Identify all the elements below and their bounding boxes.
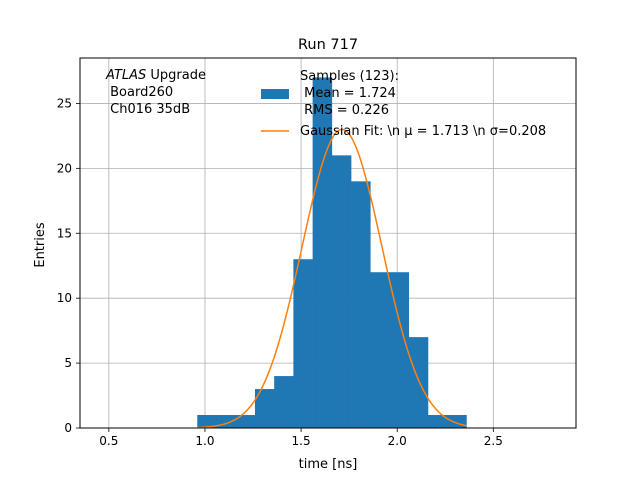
histogram-bars (197, 77, 467, 429)
histogram-bar (293, 259, 313, 428)
annotation-upgrade: Upgrade (146, 68, 206, 83)
y-axis-label: Entries (33, 222, 48, 268)
annotation-italic: ATLAS (105, 68, 146, 83)
fit-curve (197, 128, 467, 429)
axis-ticks: 0.5 1.0 1.5 2.0 2.5 0 5 10 15 20 25 (57, 96, 503, 448)
plot-frame (79, 57, 577, 429)
histogram-bar (389, 272, 410, 428)
y-tick-label: 15 (57, 226, 72, 240)
x-axis-label: time [ns] (299, 457, 358, 472)
legend-samples-swatch (261, 89, 289, 99)
legend-fit-label: Gaussian Fit: \n μ = 1.713 \n σ=0.208 (300, 124, 546, 139)
x-tick-label: 1.5 (292, 434, 311, 448)
x-tick-label: 0.5 (99, 434, 118, 448)
legend-samples-line-2: Mean = 1.724 (300, 86, 396, 101)
atlas-annotation: ATLAS Upgrade Board260 Ch016 35dB (105, 68, 206, 117)
histogram-bar (254, 389, 275, 428)
y-tick-label: 25 (57, 96, 72, 110)
histogram-bar (427, 415, 448, 428)
histogram-bar (408, 337, 429, 428)
annotation-line-2: Board260 (106, 85, 173, 100)
legend-samples-line-1: Samples (123): (300, 69, 399, 84)
histogram-bar (370, 272, 390, 428)
y-tick-label: 0 (64, 421, 72, 435)
histogram-bar (312, 77, 333, 428)
y-tick-label: 10 (57, 291, 72, 305)
histogram-bar (274, 376, 294, 428)
histogram-bar (351, 181, 371, 428)
histogram-bar (235, 415, 256, 428)
gaussian-fit (197, 128, 467, 429)
annotation-line-1: ATLAS Upgrade (105, 68, 206, 83)
histogram-bar (331, 155, 352, 429)
histogram-bar (447, 415, 467, 428)
x-tick-label: 2.5 (484, 434, 503, 448)
histogram-bar (197, 415, 217, 428)
y-tick-label: 20 (57, 161, 72, 175)
x-tick-label: 1.0 (195, 434, 214, 448)
legend: Samples (123): Mean = 1.724 RMS = 0.226 … (261, 69, 546, 139)
x-tick-label: 2.0 (388, 434, 407, 448)
chart-title: Run 717 (298, 37, 358, 53)
y-tick-label: 5 (64, 356, 72, 370)
legend-samples-line-3: RMS = 0.226 (300, 103, 389, 118)
annotation-line-3: Ch016 35dB (106, 102, 190, 117)
